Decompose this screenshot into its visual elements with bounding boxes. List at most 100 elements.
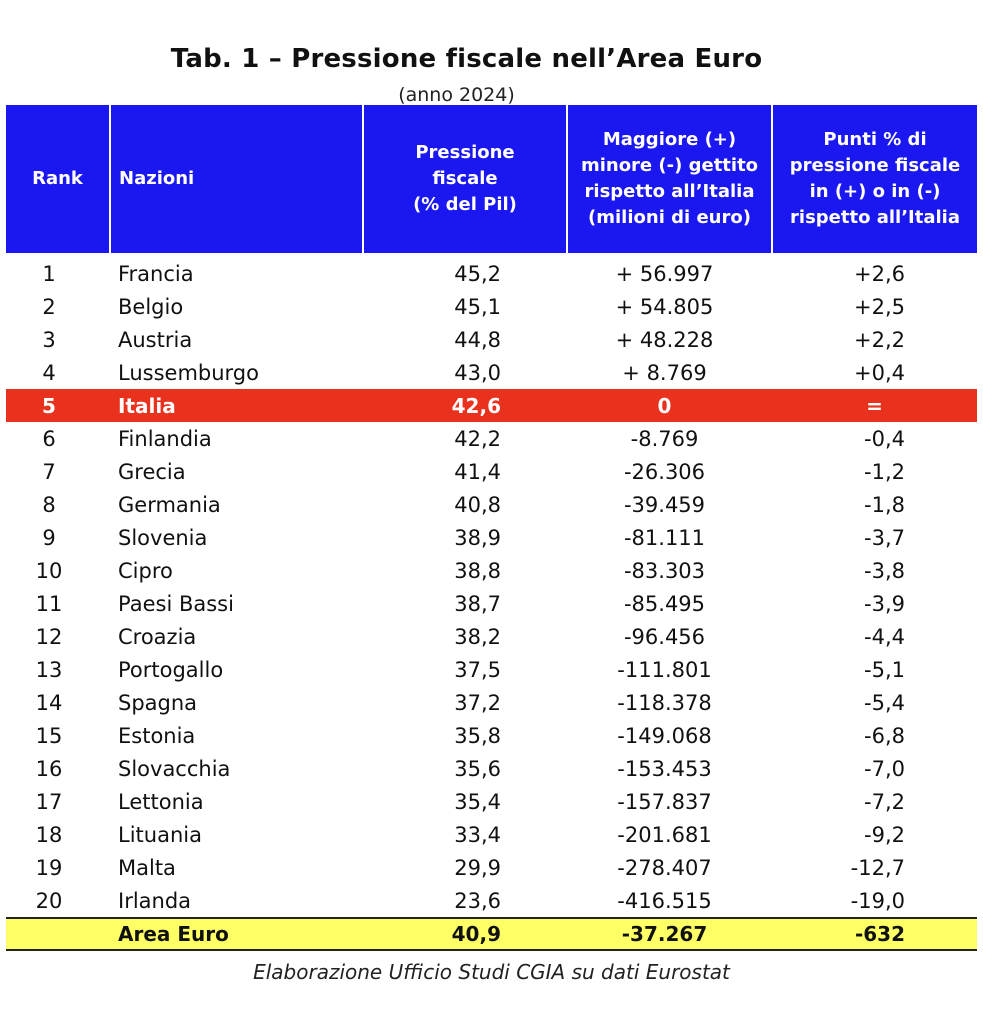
revenue-diff-cell: 0 <box>567 389 772 422</box>
points-diff-cell: +2,5 <box>854 294 905 319</box>
pressure-cell: 45,2 <box>454 261 501 286</box>
pressure-cell: 38,7 <box>454 591 501 616</box>
page-title: Tab. 1 – Pressione fiscale nell’Area Eur… <box>170 44 763 74</box>
points-diff-cell: -1,8 <box>864 492 905 517</box>
table-row-italia: 5 Italia 42,6 0 = <box>6 389 977 422</box>
country-cell: Portogallo <box>118 657 224 682</box>
country-cell: Cipro <box>118 558 173 583</box>
table-row: 19 Malta 29,9 -278.407 -12,7 <box>6 851 977 884</box>
table-row: 9 Slovenia 38,9 -81.111 -3,7 <box>6 521 977 554</box>
rank-cell <box>6 917 110 951</box>
points-diff-cell: -632 <box>772 917 977 951</box>
country-cell: Austria <box>118 327 193 352</box>
table-row: 8 Germania 40,8 -39.459 -1,8 <box>6 488 977 521</box>
revenue-diff-cell: -39.459 <box>623 492 706 517</box>
rank-cell: 15 <box>35 723 63 748</box>
revenue-diff-cell: -111.801 <box>617 657 712 682</box>
pressure-table: Rank Nazioni Pressione fiscale (% del Pil)… <box>6 105 977 951</box>
points-diff-cell: -0,4 <box>864 426 905 451</box>
table-row: 17 Lettonia 35,4 -157.837 -7,2 <box>6 785 977 818</box>
pressure-cell: 45,1 <box>454 294 501 319</box>
rank-cell: 5 <box>6 389 110 422</box>
table-row: 20 Irlanda 23,6 -416.515 -19,0 <box>6 884 977 918</box>
rank-cell: 2 <box>42 294 56 319</box>
pressure-cell: 35,6 <box>454 756 501 781</box>
country-cell: Belgio <box>118 294 184 319</box>
rank-cell: 11 <box>35 591 63 616</box>
points-diff-cell: +0,4 <box>854 360 905 385</box>
table-row: 4 Lussemburgo 43,0 + 8.769 +0,4 <box>6 356 977 389</box>
rank-cell: 18 <box>35 822 63 847</box>
table-row: 13 Portogallo 37,5 -111.801 -5,1 <box>6 653 977 686</box>
revenue-diff-cell: -153.453 <box>617 756 712 781</box>
header-punti: Punti % di pressione fiscale in (+) o in (… <box>771 105 977 253</box>
points-diff-cell: -7,0 <box>864 756 905 781</box>
pressure-cell: 38,2 <box>454 624 501 649</box>
points-diff-cell: -3,8 <box>864 558 905 583</box>
points-diff-cell: -12,7 <box>850 855 905 880</box>
table-header-row: Rank Nazioni Pressione fiscale (% del Pil)… <box>6 105 977 253</box>
revenue-diff-cell: -416.515 <box>617 888 712 913</box>
points-diff-cell: -5,4 <box>864 690 905 715</box>
pressure-cell: 41,4 <box>454 459 501 484</box>
table-row: 14 Spagna 37,2 -118.378 -5,4 <box>6 686 977 719</box>
table-row: 10 Cipro 38,8 -83.303 -3,8 <box>6 554 977 587</box>
pressure-cell: 43,0 <box>454 360 501 385</box>
pressure-cell: 42,2 <box>454 426 501 451</box>
pressure-cell: 40,8 <box>454 492 501 517</box>
rank-cell: 16 <box>35 756 63 781</box>
table-row: 2 Belgio 45,1 + 54.805 +2,5 <box>6 290 977 323</box>
rank-cell: 9 <box>42 525 56 550</box>
rank-cell: 7 <box>42 459 56 484</box>
pressure-cell: 29,9 <box>454 855 501 880</box>
revenue-diff-cell: -81.111 <box>623 525 706 550</box>
country-cell: Finlandia <box>118 426 212 451</box>
revenue-diff-cell: + 48.228 <box>615 327 714 352</box>
header-gettito: Maggiore (+) minore (-) gettito rispetto a… <box>566 105 772 253</box>
table-row-area-euro: Area Euro 40,9 -37.267 -632 <box>6 917 977 951</box>
header-rank: Rank <box>6 105 110 253</box>
points-diff-cell: -6,8 <box>864 723 905 748</box>
pressure-cell: 37,5 <box>454 657 501 682</box>
country-cell: Paesi Bassi <box>118 591 234 616</box>
points-diff-cell: -1,2 <box>864 459 905 484</box>
country-cell: Slovenia <box>118 525 208 550</box>
points-diff-cell: -5,1 <box>864 657 905 682</box>
revenue-diff-cell: + 56.997 <box>615 261 714 286</box>
table-row: 1 Francia 45,2 + 56.997 +2,6 <box>6 253 977 290</box>
rank-cell: 3 <box>42 327 56 352</box>
rank-cell: 13 <box>35 657 63 682</box>
rank-cell: 1 <box>42 261 56 286</box>
rank-cell: 10 <box>35 558 63 583</box>
table-row: 15 Estonia 35,8 -149.068 -6,8 <box>6 719 977 752</box>
country-cell: Malta <box>118 855 176 880</box>
points-diff-cell: -7,2 <box>864 789 905 814</box>
revenue-diff-cell: -149.068 <box>617 723 712 748</box>
points-diff-cell: = <box>772 389 977 422</box>
rank-cell: 6 <box>42 426 56 451</box>
table-row: 3 Austria 44,8 + 48.228 +2,2 <box>6 323 977 356</box>
country-cell: Germania <box>118 492 221 517</box>
revenue-diff-cell: -278.407 <box>617 855 712 880</box>
pressure-cell: 38,8 <box>454 558 501 583</box>
pressure-cell: 35,4 <box>454 789 501 814</box>
country-cell: Lituania <box>118 822 202 847</box>
revenue-diff-cell: -26.306 <box>623 459 706 484</box>
rank-cell: 20 <box>35 888 63 913</box>
page-subtitle: (anno 2024) <box>398 84 515 106</box>
revenue-diff-cell: + 8.769 <box>622 360 707 385</box>
country-cell: Irlanda <box>118 888 192 913</box>
points-diff-cell: +2,6 <box>854 261 905 286</box>
header-nazioni: Nazioni <box>109 105 363 253</box>
rank-cell: 4 <box>42 360 56 385</box>
revenue-diff-cell: -96.456 <box>623 624 706 649</box>
revenue-diff-cell: -37.267 <box>567 917 772 951</box>
pressure-cell: 42,6 <box>363 389 567 422</box>
pressure-cell: 37,2 <box>454 690 501 715</box>
points-diff-cell: +2,2 <box>854 327 905 352</box>
table-body: 1 Francia 45,2 + 56.997 +2,6 2 Belgio 45,1 + 54.… <box>6 253 977 951</box>
country-cell: Estonia <box>118 723 196 748</box>
pressure-cell: 23,6 <box>454 888 501 913</box>
points-diff-cell: -4,4 <box>864 624 905 649</box>
rank-cell: 8 <box>42 492 56 517</box>
